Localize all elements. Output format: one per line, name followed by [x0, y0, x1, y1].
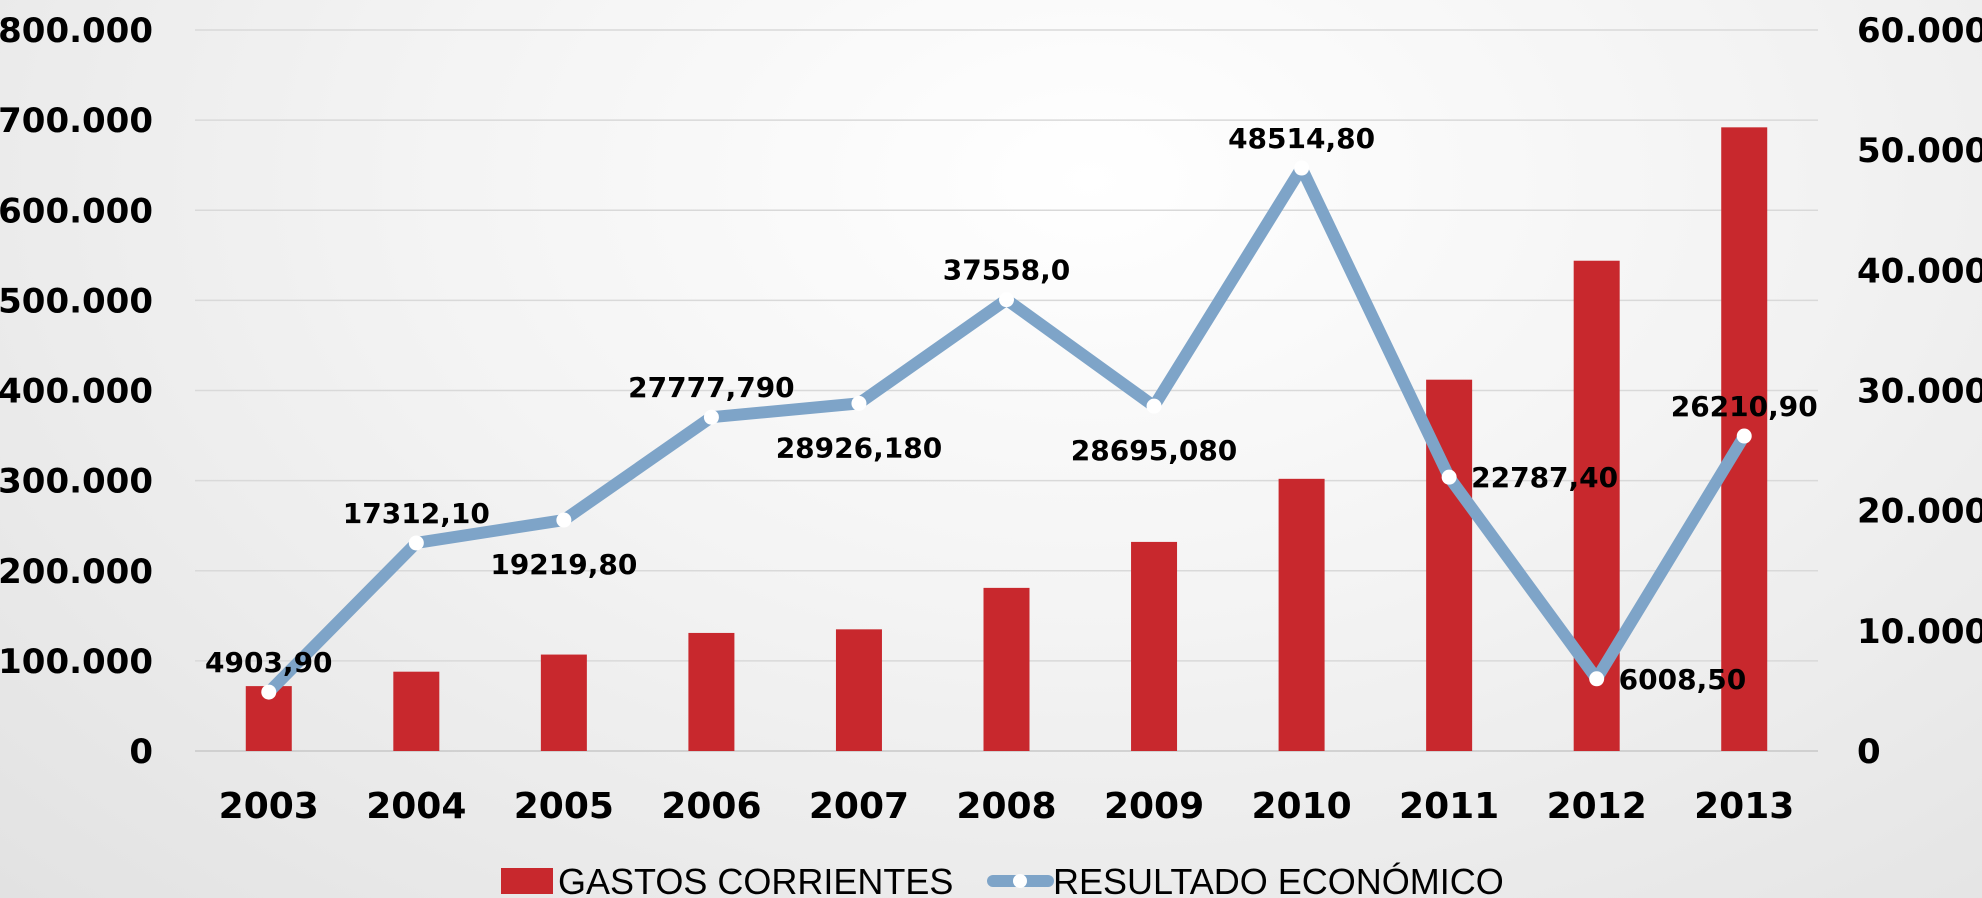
line-point-2012: [1589, 671, 1605, 687]
right-axis-tick-label: 60.000: [1857, 11, 1982, 51]
right-axis-tick-label: 10.000: [1857, 612, 1982, 652]
x-axis-tick-label: 2003: [219, 786, 319, 827]
x-axis-tick-label: 2004: [366, 786, 466, 827]
line-point-2003: [261, 684, 277, 700]
bar-gastos-corrientes-2007: [835, 629, 882, 751]
line-point-2006: [703, 409, 719, 425]
line-point-2005: [556, 512, 572, 528]
left-axis-tick-label: 100.000: [0, 642, 153, 682]
x-axis-tick-label: 2006: [661, 786, 761, 827]
x-axis-tick-label: 2012: [1547, 786, 1647, 827]
left-axis-tick-label: 200.000: [0, 552, 153, 592]
legend-swatch-gastos-corrientes: [501, 868, 553, 894]
data-label-2004: 17312,10: [343, 497, 490, 530]
left-axis-tick-label: 700.000: [0, 101, 153, 141]
bar-gastos-corrientes-2005: [540, 654, 587, 751]
right-axis-tick-label: 20.000: [1857, 492, 1982, 532]
line-point-2004: [408, 535, 424, 551]
line-point-2013: [1736, 428, 1752, 444]
x-axis: 2003 2004 2005 2006 2007 2008 2009 2010 2011 2012…: [219, 786, 1795, 827]
left-axis-tick-label: 500.000: [0, 281, 153, 321]
data-label-2007: 28926,180: [776, 431, 943, 464]
x-axis-tick-label: 2005: [514, 786, 614, 827]
x-axis-tick-label: 2008: [956, 786, 1056, 827]
legend-label-gastos-corrientes: GASTOS CORRIENTES: [558, 861, 953, 898]
data-label-2003: 4903,90: [205, 646, 333, 679]
data-label-2009: 28695,080: [1071, 434, 1238, 467]
data-label-2010: 48514,80: [1228, 122, 1375, 155]
x-axis-tick-label: 2009: [1104, 786, 1204, 827]
line-point-2011: [1441, 469, 1457, 485]
right-y-axis: 0 10.000 20.000 30.000 40.000 50.000 60.000: [1857, 11, 1982, 772]
line-point-2008: [999, 292, 1014, 308]
left-axis-tick-label: 400.000: [0, 372, 153, 412]
x-axis-tick-label: 2011: [1399, 786, 1499, 827]
right-axis-tick-label: 40.000: [1857, 251, 1982, 291]
left-axis-tick-label: 0: [129, 732, 153, 772]
data-label-2006: 27777,790: [628, 371, 795, 404]
left-y-axis: 0 100.000 200.000 300.000 400.000 500.000 600.…: [0, 11, 153, 772]
left-axis-tick-label: 300.000: [0, 462, 153, 502]
bar-gastos-corrientes-2006: [688, 632, 735, 751]
line-series-resultado-economico: [261, 160, 1752, 700]
line-point-2007: [851, 395, 867, 411]
bar-gastos-corrientes-2004: [393, 671, 440, 751]
bar-gastos-corrientes-2010: [1278, 478, 1325, 751]
data-label-2013: 26210,90: [1671, 390, 1818, 423]
bar-gastos-corrientes-2009: [1131, 541, 1178, 751]
x-axis-tick-label: 2013: [1694, 786, 1794, 827]
bar-series-gastos-corrientes: [245, 127, 1768, 751]
line-point-2009: [1146, 398, 1162, 414]
bar-gastos-corrientes-2008: [983, 587, 1030, 751]
data-label-2011: 22787,40: [1471, 461, 1618, 494]
legend-swatch-marker: [1013, 874, 1027, 888]
line-point-2010: [1294, 160, 1310, 176]
legend: GASTOS CORRIENTES RESULTADO ECONÓMICO: [501, 861, 1504, 898]
right-axis-tick-label: 50.000: [1857, 131, 1982, 171]
right-axis-tick-label: 30.000: [1857, 372, 1982, 412]
left-axis-tick-label: 800.000: [0, 11, 153, 51]
right-axis-tick-label: 0: [1857, 732, 1881, 772]
left-axis-tick-label: 600.000: [0, 191, 153, 231]
x-axis-tick-label: 2010: [1251, 786, 1351, 827]
data-label-2005: 19219,80: [490, 548, 637, 581]
x-axis-tick-label: 2007: [809, 786, 909, 827]
data-label-2012: 6008,50: [1619, 663, 1747, 696]
data-label-2008: 37558,0: [943, 254, 1071, 287]
legend-label-resultado-economico: RESULTADO ECONÓMICO: [1053, 861, 1504, 898]
